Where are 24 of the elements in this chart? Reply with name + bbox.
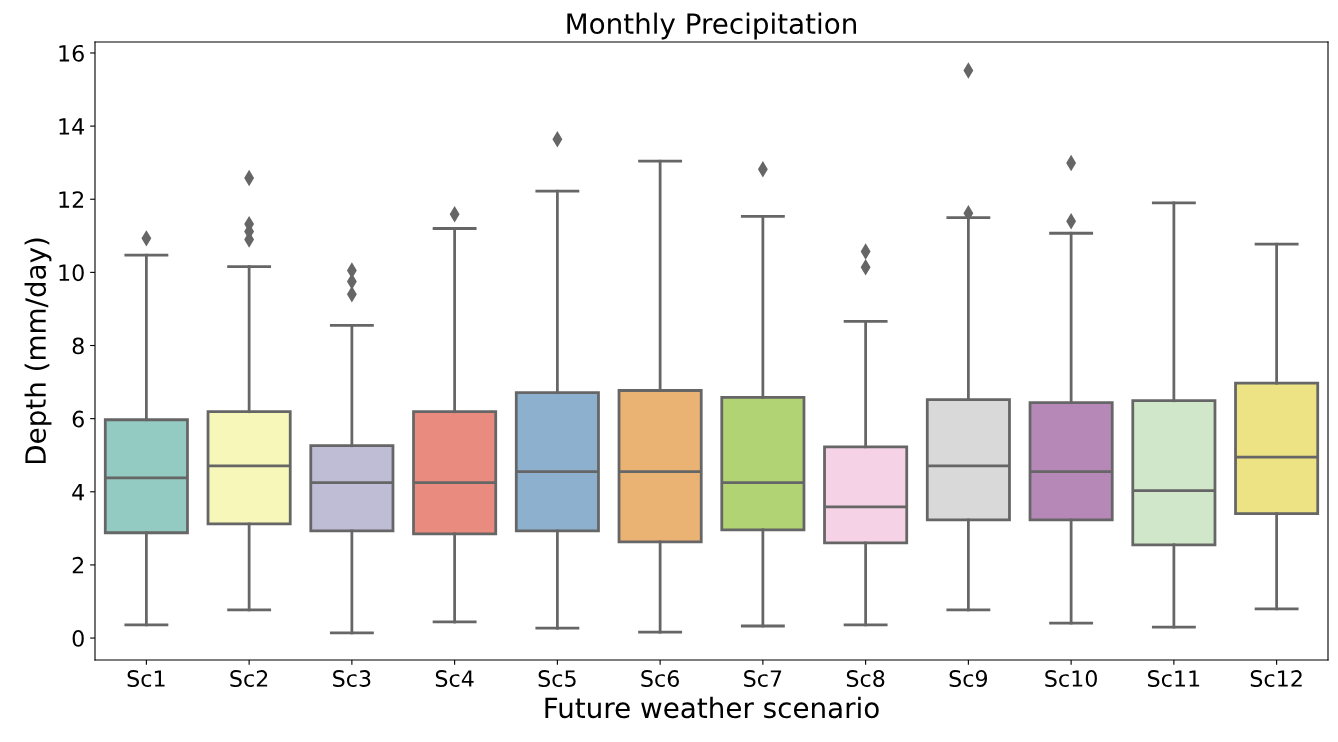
x-axis-title: Future weather scenario <box>545 696 879 719</box>
x-tick-label: Sc2 <box>230 670 268 687</box>
y-tick-label: 12 <box>59 191 84 208</box>
y-tick-label: 4 <box>72 484 85 501</box>
x-tick-label: Sc6 <box>641 670 679 687</box>
chart-title: Monthly Precipitation <box>567 12 856 40</box>
y-tick-label: 6 <box>72 410 84 428</box>
x-tick-label: Sc12 <box>1250 670 1302 687</box>
y-tick-label: 10 <box>59 264 84 282</box>
x-tick-label: Sc5 <box>538 670 576 687</box>
x-tick-label: Sc11 <box>1148 670 1200 687</box>
x-tick-label: Sc8 <box>846 670 885 687</box>
y-axis-title: Depth (mm/day) <box>24 238 52 464</box>
x-tick-label: Sc9 <box>949 670 988 687</box>
y-tick-label: 8 <box>72 337 84 355</box>
x-tick-label: Sc10 <box>1045 670 1097 687</box>
x-tick-label: Sc4 <box>435 670 474 687</box>
x-tick-label: Sc7 <box>744 670 782 687</box>
y-tick-label: 2 <box>72 556 84 574</box>
x-tick-label: Sc1 <box>127 670 165 687</box>
y-tick-label: 0 <box>72 630 84 647</box>
y-tick-label: 16 <box>59 44 84 62</box>
y-tick-label: 14 <box>59 118 85 135</box>
x-tick-label: Sc3 <box>333 670 371 687</box>
